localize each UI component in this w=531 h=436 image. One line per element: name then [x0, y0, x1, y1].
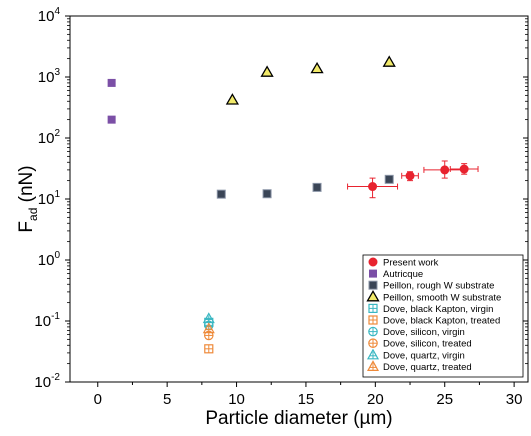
x-tick-label-10: 10	[228, 391, 245, 408]
y-tick-label: 102	[38, 128, 61, 147]
legend-label-dove-silicon-virgin: Dove, silicon, virgin	[383, 327, 465, 338]
y-tick-label-exponent: 4	[54, 6, 60, 17]
legend-label-autricque: Autricque	[383, 269, 423, 280]
marker-triangle	[382, 55, 396, 67]
y-tick-label-exponent: 0	[54, 250, 60, 261]
legend-marker-dove-quartz-virgin	[366, 348, 380, 360]
point-peillon-smooth-w-substrate	[260, 65, 274, 77]
point-peillon-smooth-w-substrate	[382, 55, 396, 67]
point-autricque	[107, 115, 116, 124]
x-tick-label-5: 5	[163, 391, 171, 408]
legend-marker-peillon-smooth-w-substrate	[366, 290, 380, 302]
y-tick-label-base: 10	[34, 313, 51, 330]
marker-circle	[368, 182, 378, 192]
marker-triangle	[260, 65, 274, 77]
marker-circle	[459, 164, 469, 174]
y-tick-label-exponent: 1	[54, 189, 60, 200]
legend-label-dove-silicon-treated: Dove, silicon, treated	[383, 339, 472, 350]
y-tick-label-base: 10	[38, 8, 55, 25]
legend-marker-present-work	[368, 257, 378, 267]
point-peillon-smooth-w-substrate	[225, 93, 240, 105]
x-axis-label: Particle diameter (µm)	[205, 408, 392, 429]
point-peillon-rough-w-substrate	[384, 174, 394, 184]
marker-circle	[440, 165, 450, 175]
y-axis-label-unit: (nN)	[16, 165, 37, 207]
marker-triangle	[310, 61, 324, 74]
marker-square	[107, 115, 116, 124]
point-peillon-smooth-w-substrate	[310, 61, 324, 74]
legend-marker-peillon-rough-w-substrate	[368, 280, 378, 290]
legend-marker-dove-quartz-treated	[366, 360, 380, 371]
y-tick-label: 103	[38, 67, 61, 86]
marker-square	[262, 189, 272, 199]
marker-square	[107, 78, 116, 87]
legend-label-present-work: Present work	[383, 258, 439, 269]
x-tick-label-20: 20	[367, 391, 384, 408]
marker-square	[369, 269, 377, 278]
y-tick-label: 10-2	[34, 372, 60, 391]
x-tick-label-0: 0	[94, 391, 102, 408]
marker-triangle	[225, 93, 240, 105]
y-tick-label-base: 10	[34, 374, 51, 391]
legend-label-dove-black-kapton-virgin: Dove, black Kapton, virgin	[383, 304, 493, 315]
y-tick-label-exponent: -2	[51, 372, 60, 383]
y-tick-label: 104	[38, 6, 61, 25]
point-present-work	[459, 164, 469, 174]
legend-label-dove-quartz-virgin: Dove, quartz, virgin	[383, 350, 465, 361]
marker-square	[384, 174, 394, 184]
y-axis-label-main: F	[16, 221, 37, 233]
y-axis-label: Fad (nN)	[16, 165, 40, 232]
point-autricque	[107, 78, 116, 87]
marker-square	[368, 280, 378, 290]
right-axis-ticks	[523, 15, 528, 383]
marker-square	[312, 182, 322, 192]
x-tick-label-25: 25	[436, 391, 453, 408]
marker-circle	[405, 171, 415, 181]
marker-circle	[368, 257, 378, 267]
point-present-work	[368, 182, 378, 192]
y-tick-label: 100	[38, 250, 61, 269]
point-dove-black-kapton-treated	[204, 344, 214, 354]
point-peillon-rough-w-substrate	[312, 182, 322, 192]
point-present-work	[405, 171, 415, 181]
point-peillon-rough-w-substrate	[216, 189, 226, 199]
y-tick-label-exponent: -1	[51, 311, 60, 322]
y-axis-label-subscript: ad	[26, 208, 40, 221]
y-tick-label-exponent: 2	[54, 128, 60, 139]
legend-label-peillon-smooth-w-substrate: Peillon, smooth W substrate	[383, 292, 501, 303]
legend-marker-dove-silicon-treated	[368, 338, 378, 348]
marker-square	[216, 189, 226, 199]
legend-label-peillon-rough-w-substrate: Peillon, rough W substrate	[383, 281, 494, 292]
y-tick-label: 101	[38, 189, 61, 208]
legend-label-dove-quartz-treated: Dove, quartz, treated	[383, 362, 472, 373]
y-tick-label-base: 10	[38, 69, 55, 86]
legend-marker-dove-black-kapton-virgin	[368, 303, 378, 313]
y-tick-label-base: 10	[38, 130, 55, 147]
point-present-work	[440, 165, 450, 175]
legend-label-dove-black-kapton-treated: Dove, black Kapton, treated	[383, 316, 500, 327]
point-peillon-rough-w-substrate	[262, 189, 272, 199]
data-marks	[107, 55, 469, 354]
legend-marker-autricque	[369, 269, 377, 278]
y-tick-label-exponent: 3	[54, 67, 60, 78]
x-tick-label-15: 15	[298, 391, 315, 408]
y-tick-label-base: 10	[38, 252, 55, 269]
legend-marker-dove-black-kapton-treated	[368, 315, 378, 325]
x-tick-label-30: 30	[506, 391, 523, 408]
y-tick-label-base: 10	[38, 191, 55, 208]
legend-box	[362, 254, 524, 378]
legend-marker-dove-silicon-virgin	[368, 326, 378, 337]
y-tick-label: 10-1	[34, 311, 60, 330]
marker-triangle	[366, 290, 380, 302]
point-dove-quartz-treated	[202, 322, 215, 334]
x-axis: 0 5 10 15 20 25 30	[94, 382, 523, 408]
